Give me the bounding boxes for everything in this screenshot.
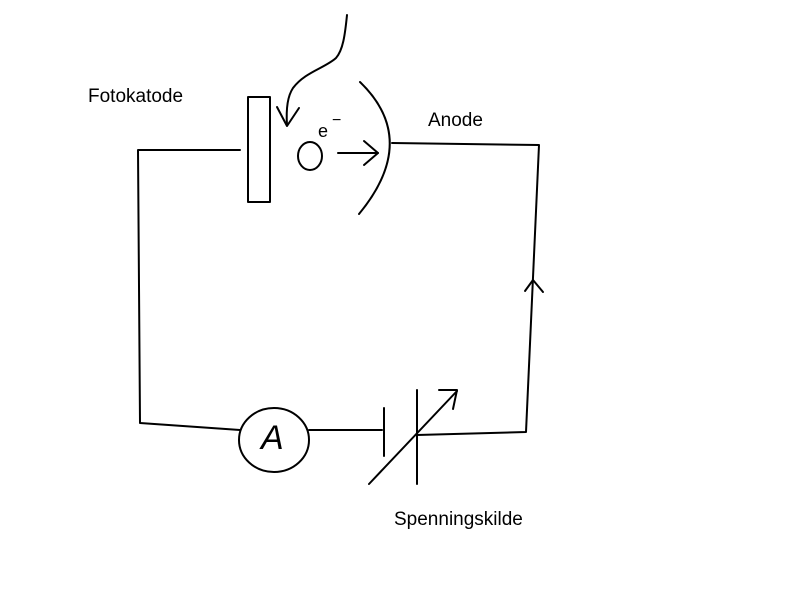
light-ray — [285, 14, 348, 126]
anode-curve — [358, 81, 391, 215]
variable-arrow-head — [438, 389, 458, 410]
wire-left — [137, 149, 241, 431]
electron-symbol: e — [318, 121, 329, 141]
current-direction-arrow — [524, 279, 544, 293]
light-ray-arrowhead — [276, 106, 300, 127]
electron-arrow-head — [363, 140, 379, 166]
electron-charge-symbol: − — [332, 112, 342, 129]
photocathode-label: Fotokatode — [88, 86, 184, 107]
anode-label: Anode — [428, 110, 483, 131]
wire-right — [391, 142, 540, 436]
variable-arrow-shaft — [368, 390, 458, 485]
photocathode-plate — [247, 96, 271, 203]
voltage-source-label: Spenningskilde — [394, 509, 523, 530]
ammeter-circle — [238, 407, 310, 473]
ammeter-symbol: A — [261, 419, 284, 457]
electron-circle — [297, 141, 323, 171]
